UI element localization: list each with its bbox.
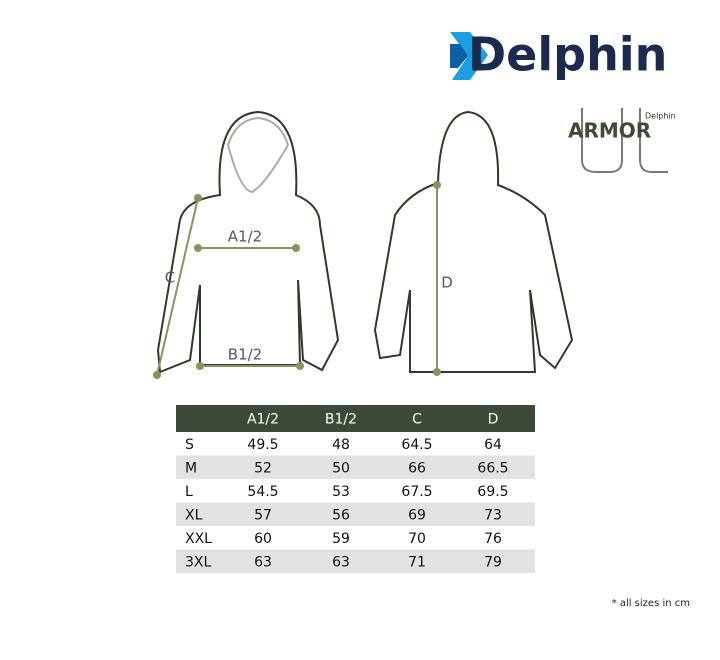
size-label: L xyxy=(185,484,193,500)
cell-value: 49.5 xyxy=(247,437,278,453)
cell-value: 54.5 xyxy=(247,484,278,500)
cell-value: 63 xyxy=(254,554,272,570)
cell-value: 73 xyxy=(484,507,502,523)
column-header: C xyxy=(412,412,422,428)
cell-value: 63 xyxy=(332,554,350,570)
cell-value: 60 xyxy=(254,531,272,547)
armor-logo: Delphin ARMOR xyxy=(568,108,676,173)
length-label: D xyxy=(441,274,453,292)
size-label: XXL xyxy=(185,531,212,547)
chest-label: A1/2 xyxy=(228,228,262,246)
cell-value: 76 xyxy=(484,531,502,547)
column-header: B1/2 xyxy=(325,412,357,428)
hem-label: B1/2 xyxy=(228,346,262,364)
brand-name: Delphin xyxy=(468,28,667,82)
size-label: S xyxy=(185,437,194,453)
cell-value: 79 xyxy=(484,554,502,570)
table-header xyxy=(176,405,535,432)
cell-value: 57 xyxy=(254,507,272,523)
row-stripe xyxy=(176,502,535,526)
cell-value: 66.5 xyxy=(477,460,508,476)
armor-brand: Delphin xyxy=(645,112,676,121)
back-measures xyxy=(433,181,441,376)
row-stripe xyxy=(176,549,535,573)
armor-name: ARMOR xyxy=(568,119,651,143)
cell-value: 64 xyxy=(484,437,502,453)
cell-value: 64.5 xyxy=(401,437,432,453)
size-label: XL xyxy=(185,507,203,523)
cell-value: 69.5 xyxy=(477,484,508,500)
cell-value: 48 xyxy=(332,437,350,453)
size-label: 3XL xyxy=(185,554,211,570)
cell-value: 56 xyxy=(332,507,350,523)
brand-logo: Delphin xyxy=(450,28,667,82)
size-table: A1/2 B1/2 C D S 49.5 48 64.5 64 M 52 50 66 66.5 L 54.5 5… xyxy=(176,405,535,573)
cell-value: 59 xyxy=(332,531,350,547)
sleeve-label: C xyxy=(165,269,175,287)
note: * all sizes in cm xyxy=(612,598,690,609)
back-hoodie xyxy=(373,110,574,373)
cell-value: 70 xyxy=(408,531,426,547)
column-header: A1/2 xyxy=(247,412,279,428)
cell-value: 67.5 xyxy=(401,484,432,500)
cell-value: 52 xyxy=(254,460,272,476)
column-header: D xyxy=(488,412,499,428)
cell-value: 69 xyxy=(408,507,426,523)
row-stripe xyxy=(176,455,535,479)
measure-labels: A1/2 B1/2 C D xyxy=(165,228,453,364)
front-hoodie xyxy=(156,110,340,374)
cell-value: 53 xyxy=(332,484,350,500)
cell-value: 50 xyxy=(332,460,350,476)
size-label: M xyxy=(185,460,197,476)
cell-value: 71 xyxy=(408,554,426,570)
cell-value: 66 xyxy=(408,460,426,476)
front-measures xyxy=(153,194,304,379)
